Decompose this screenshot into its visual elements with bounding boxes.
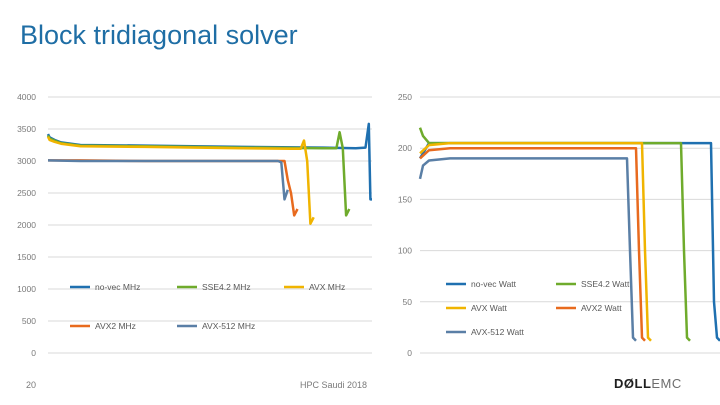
dell-emc-logo: DØLLEMC bbox=[614, 376, 682, 391]
y-tick-label: 0 bbox=[31, 348, 36, 358]
y-tick-label: 0 bbox=[407, 348, 412, 358]
page-number: 20 bbox=[26, 380, 37, 390]
y-tick-label: 50 bbox=[403, 297, 413, 307]
legend-label-avx2-watt: AVX2 Watt bbox=[581, 303, 622, 313]
footer-event: HPC Saudi 2018 bbox=[300, 380, 368, 390]
y-tick-label: 3000 bbox=[17, 156, 36, 166]
y-tick-label: 3500 bbox=[17, 124, 36, 134]
y-tick-label: 1500 bbox=[17, 252, 36, 262]
y-tick-label: 2500 bbox=[17, 188, 36, 198]
series-line-avx-watt bbox=[419, 141, 652, 342]
y-tick-label: 4000 bbox=[17, 92, 36, 102]
y-tick-label: 1000 bbox=[17, 284, 36, 294]
legend-label-avx-watt: AVX Watt bbox=[471, 303, 508, 313]
y-tick-label: 200 bbox=[398, 143, 412, 153]
legend-label-avx-512-mhz: AVX-512 MHz bbox=[202, 321, 255, 331]
legend-label-sse4-2-mhz: SSE4.2 MHz bbox=[202, 282, 251, 292]
y-tick-label: 150 bbox=[398, 194, 412, 204]
legend-label-avx2-mhz: AVX2 MHz bbox=[95, 321, 136, 331]
page-title: Block tridiagonal solver bbox=[20, 20, 298, 50]
y-tick-label: 250 bbox=[398, 92, 412, 102]
series-line-avx-mhz bbox=[46, 136, 315, 225]
legend-label-sse4-2-watt: SSE4.2 Watt bbox=[581, 279, 630, 289]
series-line-no-vec-watt bbox=[418, 141, 720, 342]
legend-label-avx-512-watt: AVX-512 Watt bbox=[471, 327, 525, 337]
legend-label-avx-mhz: AVX MHz bbox=[309, 282, 345, 292]
legend-label-no-vec-mhz: no-vec MHz bbox=[95, 282, 140, 292]
y-tick-label: 2000 bbox=[17, 220, 36, 230]
series-line-avx-512-mhz bbox=[47, 159, 289, 201]
y-tick-label: 100 bbox=[398, 246, 412, 256]
y-tick-label: 500 bbox=[22, 316, 36, 326]
series-line-avx2-watt bbox=[419, 146, 646, 342]
series-line-avx-512-watt bbox=[418, 157, 637, 342]
series-line-avx2-mhz bbox=[48, 159, 299, 217]
legend-label-no-vec-watt: no-vec Watt bbox=[471, 279, 517, 289]
